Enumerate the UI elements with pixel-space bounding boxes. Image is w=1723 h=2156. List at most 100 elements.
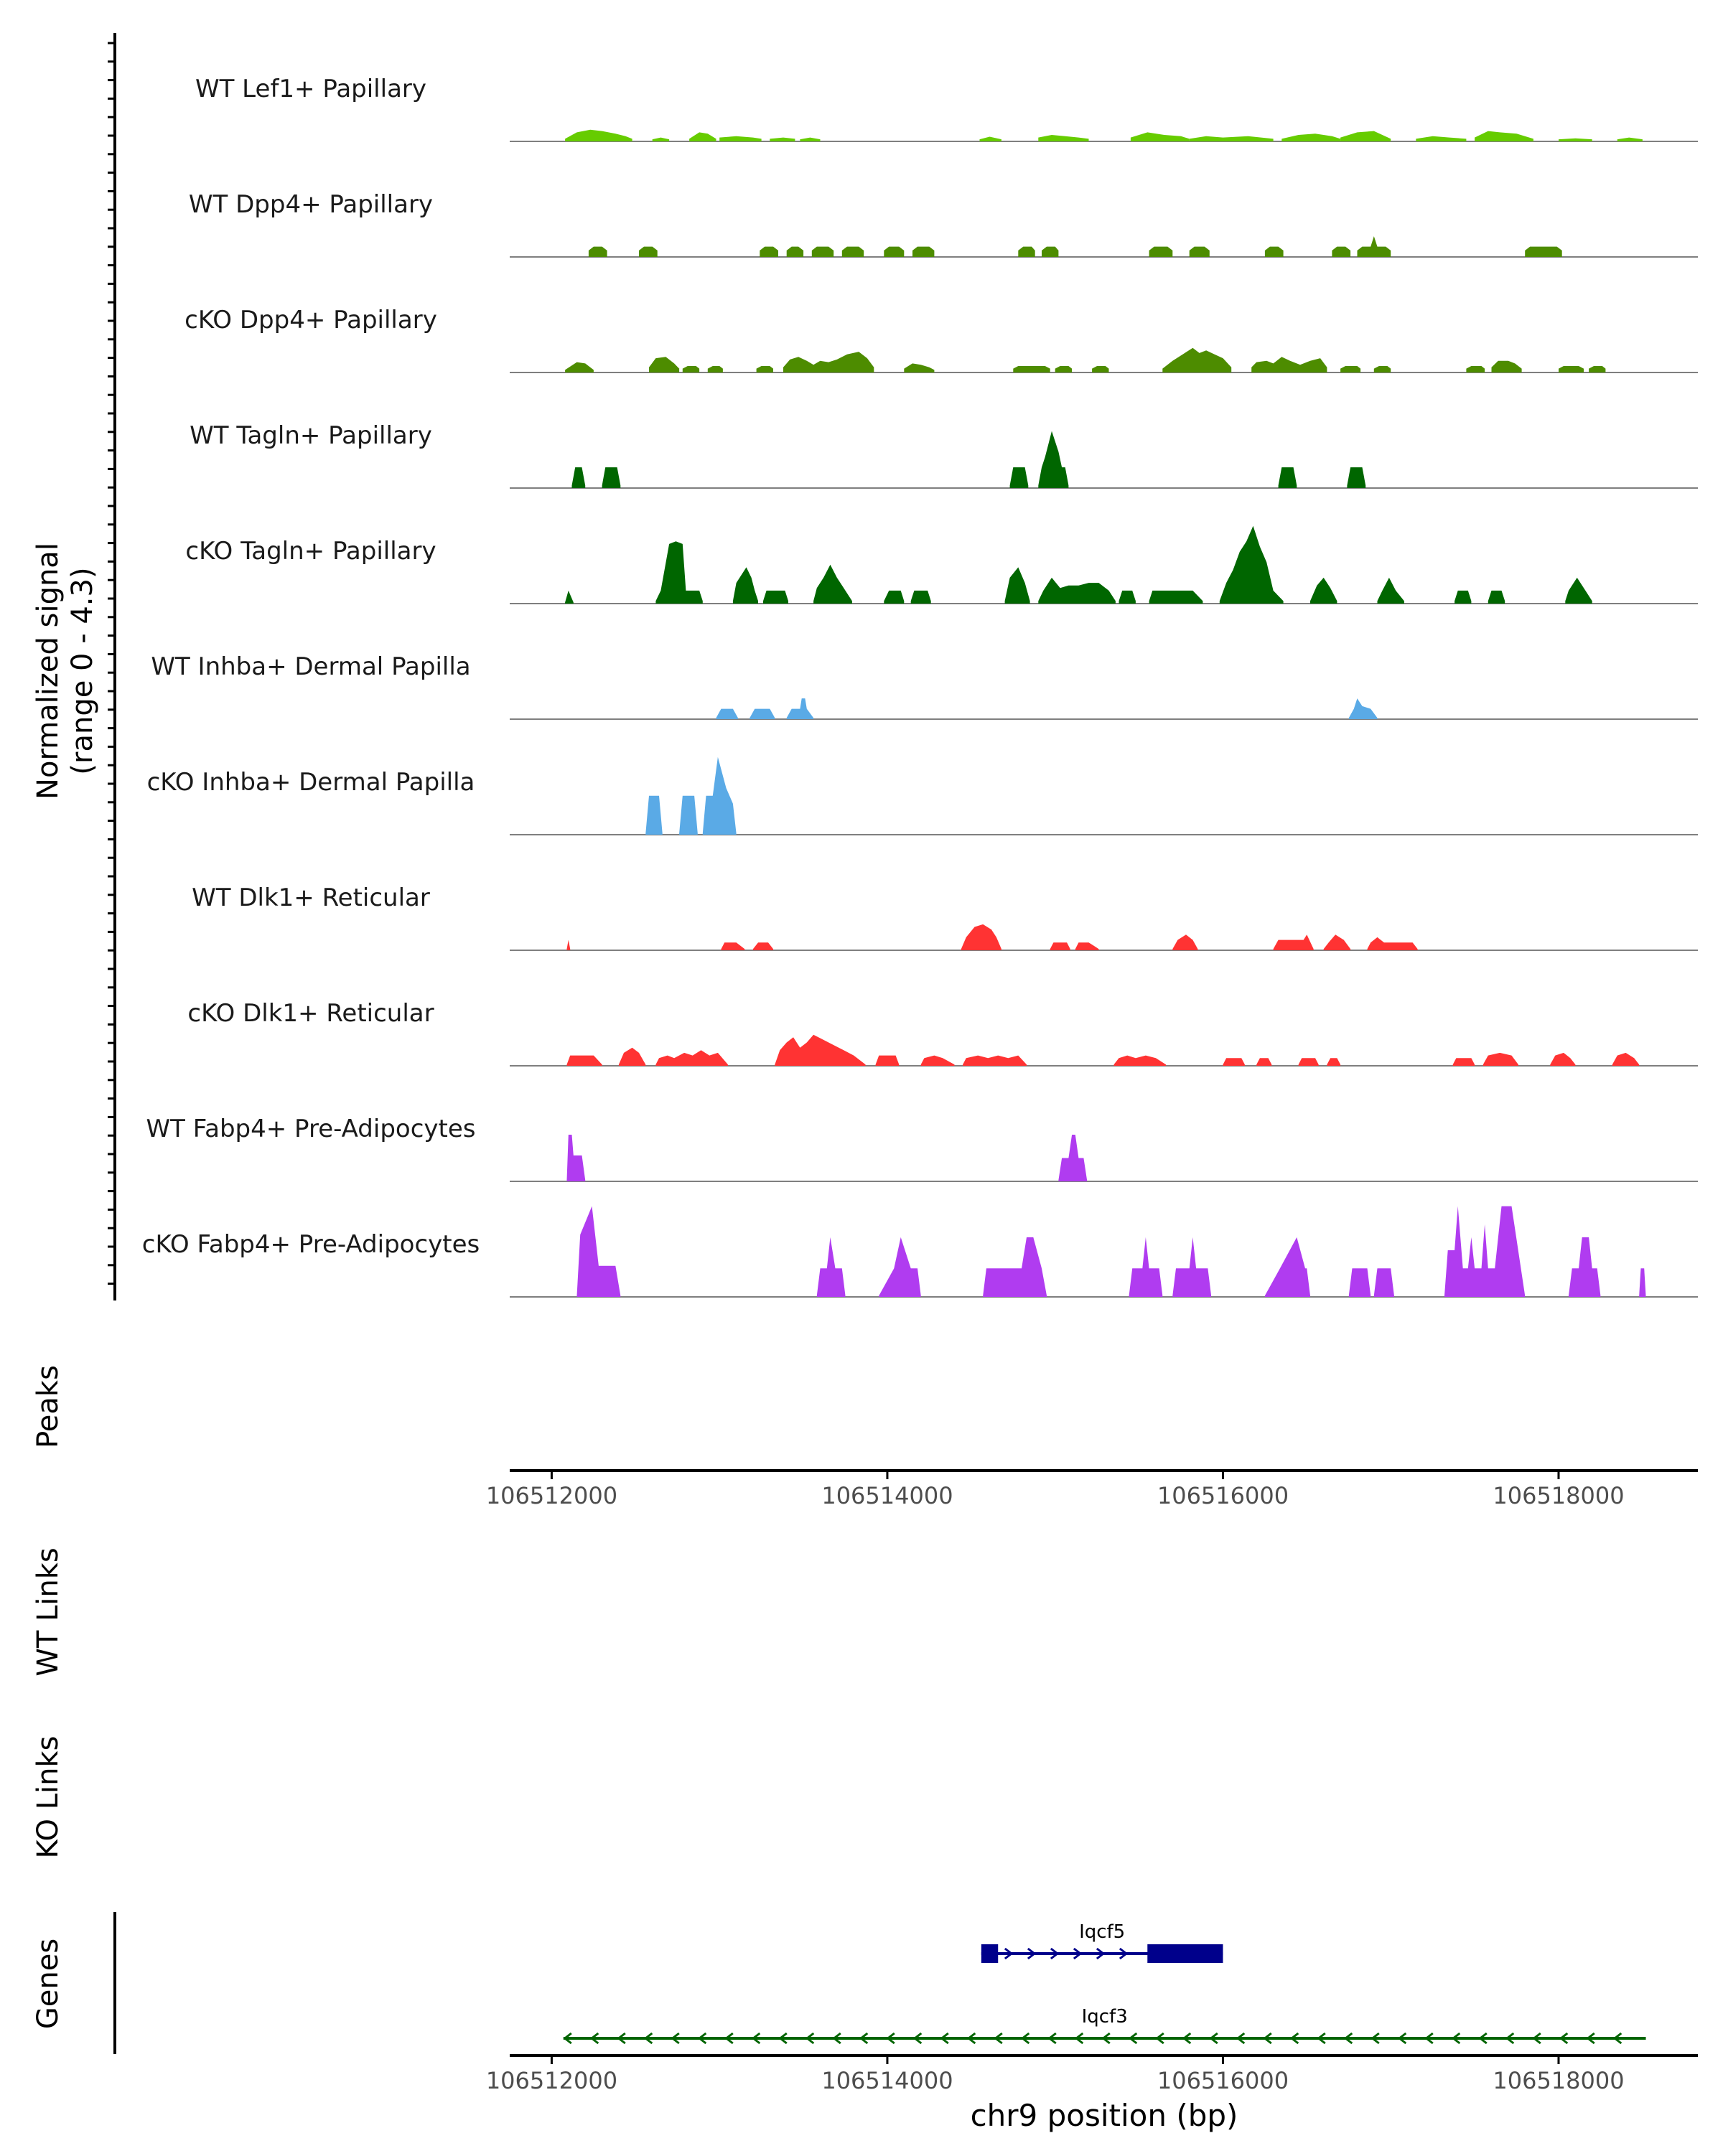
coverage-peak <box>811 246 834 257</box>
strand-arrow <box>1047 2032 1057 2045</box>
track-label: cKO Tagln+ Papillary <box>185 537 436 566</box>
wt-links-ylabel: WT Links <box>32 1547 65 1676</box>
coverage-peak <box>1038 135 1089 141</box>
strand-arrow <box>1128 2032 1138 2045</box>
coverage-peak <box>760 246 778 257</box>
strand-arrow <box>1263 2032 1272 2045</box>
peaks-ylabel: Peaks <box>32 1365 65 1448</box>
coverage-peak <box>566 1055 602 1066</box>
coverage-peak <box>732 567 758 604</box>
gene-exon <box>1147 1944 1223 1963</box>
strand-arrow <box>1027 1947 1037 1960</box>
strand-arrow <box>1182 2032 1192 2045</box>
coverage-peak <box>571 467 586 488</box>
strand-arrow <box>1096 1947 1106 1960</box>
coverage-peak <box>1013 366 1050 372</box>
coverage-peak <box>1264 1237 1310 1297</box>
strand-arrow <box>751 2032 761 2045</box>
strand-arrow <box>563 2032 572 2045</box>
coverage-peak <box>1550 1052 1576 1066</box>
coverage-peak <box>679 795 698 835</box>
coverage-ylabel-line1: Normalized signal <box>32 543 65 800</box>
track-label: cKO Dpp4+ Papillary <box>185 306 437 334</box>
coverage-peak <box>1264 246 1284 257</box>
coverage-peak <box>1348 1268 1371 1297</box>
coverage-peak <box>652 137 670 141</box>
track-9: WT Fabp4+ Pre-Adipocytes <box>146 1115 1698 1182</box>
strand-arrow <box>1209 2032 1218 2045</box>
track-label: cKO Fabp4+ Pre-Adipocytes <box>142 1230 480 1259</box>
coverage-tracks: WT Lef1+ Papillary WT Dpp4+ Papillary cKO … <box>142 75 1698 1298</box>
track-label: WT Tagln+ Papillary <box>190 421 432 450</box>
strand-arrow <box>859 2032 869 2045</box>
coverage-peak <box>655 1050 728 1066</box>
track-label: cKO Dlk1+ Reticular <box>187 999 434 1028</box>
coverage-peak <box>1466 366 1485 372</box>
coverage-peak <box>1310 577 1337 604</box>
coverage-peak <box>1189 136 1274 141</box>
track-label: WT Lef1+ Papillary <box>195 75 426 103</box>
strand-arrow <box>643 2032 653 2045</box>
coverage-peak <box>1340 131 1391 141</box>
coverage-peak <box>566 1135 586 1181</box>
coverage-peak <box>588 246 607 257</box>
x-tick-label: 106512000 <box>486 1482 617 1509</box>
strand-arrow <box>1478 2032 1488 2045</box>
coverage-peak <box>1273 934 1314 950</box>
coverage-peak <box>884 246 905 257</box>
coverage-peak <box>786 246 804 257</box>
coverage-peak <box>1172 1237 1212 1297</box>
strand-arrow <box>589 2032 599 2045</box>
coverage-peak <box>1559 138 1592 141</box>
coverage-peak <box>1348 698 1378 719</box>
strand-arrow <box>1050 1947 1060 1960</box>
gene-iqcf5: Iqcf5 <box>981 1921 1223 1963</box>
coverage-peak <box>979 136 1001 141</box>
gene-label: Iqcf5 <box>1079 1921 1125 1943</box>
strand-arrow <box>1424 2032 1434 2045</box>
strand-arrow <box>886 2032 895 2045</box>
coverage-peak <box>1050 942 1070 950</box>
coverage-peak <box>1416 136 1467 141</box>
coverage-peak <box>645 795 663 835</box>
gene-label: Iqcf3 <box>1082 2006 1128 2028</box>
strand-arrow <box>994 2032 1003 2045</box>
strand-arrow <box>1586 2032 1595 2045</box>
track-4: cKO Tagln+ Papillary <box>185 525 1698 604</box>
strand-arrow <box>1612 2032 1622 2045</box>
strand-arrow <box>1074 2032 1084 2045</box>
coverage-peak <box>1055 366 1073 372</box>
coverage-y-ticks <box>108 42 115 1285</box>
coverage-peak <box>1612 1052 1640 1066</box>
coverage-peak <box>1149 590 1203 604</box>
coverage-peak <box>1488 590 1505 604</box>
coverage-peak <box>707 366 723 372</box>
x-tick-label: 106518000 <box>1493 1482 1624 1509</box>
x-tick-label: 106514000 <box>821 2067 953 2094</box>
coverage-peak <box>639 246 658 257</box>
coverage-peak <box>1373 366 1391 372</box>
strand-arrow <box>1397 2032 1407 2045</box>
coverage-peak <box>1004 567 1030 604</box>
strand-arrow <box>1119 1947 1129 1960</box>
strand-arrow <box>1451 2032 1461 2045</box>
coverage-peak <box>1042 246 1059 257</box>
links-panels: WT Links KO Links <box>32 1547 65 1858</box>
track-8: cKO Dlk1+ Reticular <box>187 999 1698 1067</box>
strand-arrow <box>966 2032 976 2045</box>
strand-arrow <box>1505 2032 1515 2045</box>
coverage-peak <box>752 942 773 950</box>
track-label: WT Dlk1+ Reticular <box>192 884 430 912</box>
coverage-peak <box>1092 366 1109 372</box>
coverage-peak <box>1347 467 1366 488</box>
coverage-peak <box>1454 590 1472 604</box>
coverage-peak <box>1075 942 1099 950</box>
coverage-peak <box>721 942 745 950</box>
coverage-peak <box>1009 467 1029 488</box>
coverage-peak <box>1327 1058 1341 1066</box>
coverage-peak <box>841 246 864 257</box>
genes-x-ticks: 106512000 106514000 106516000 106518000 <box>486 2056 1625 2094</box>
coverage-peak <box>884 590 905 604</box>
coverage-peak <box>1482 1052 1518 1066</box>
